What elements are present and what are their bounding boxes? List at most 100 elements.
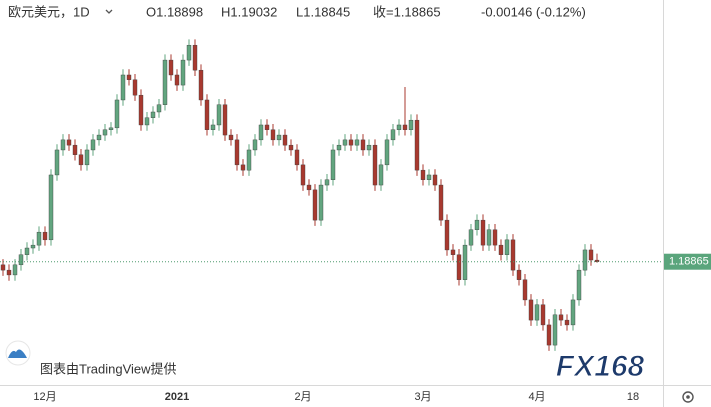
candle-body: [42, 231, 48, 241]
candle-body: [144, 117, 150, 126]
candle-body: [138, 94, 144, 126]
candle-body: [576, 269, 582, 301]
candle-body: [534, 304, 540, 321]
candle-body: [414, 119, 420, 171]
candle-body: [0, 264, 6, 271]
logo-cloud: [8, 349, 27, 358]
candle-body: [246, 149, 252, 171]
candle-body: [486, 229, 492, 246]
candle-body: [222, 104, 228, 136]
candle-body: [120, 74, 126, 101]
candle-body: [330, 149, 336, 180]
candle-body: [372, 144, 378, 186]
candle-body: [36, 231, 42, 246]
candle-body: [240, 164, 246, 171]
candle-body: [318, 184, 324, 221]
candle-body: [456, 254, 462, 280]
candle-body: [132, 79, 138, 96]
candle-body: [498, 244, 504, 255]
candle-body: [438, 184, 444, 221]
candle-body: [294, 149, 300, 166]
candle-body: [468, 229, 474, 246]
candle-body: [198, 69, 204, 101]
settings-button[interactable]: [682, 391, 694, 403]
candle-body: [90, 139, 96, 151]
candle-body: [552, 314, 558, 346]
header: 欧元美元，1D O1.18898 H1.19032 L1.18845 收=1.1…: [8, 4, 586, 19]
candle-body: [234, 139, 240, 166]
change-label: -0.00146 (-0.12%): [481, 4, 586, 19]
candle-body: [102, 129, 108, 136]
candle-body: [324, 179, 330, 186]
x-tick-label: 2月: [294, 391, 311, 403]
candle-body: [96, 134, 102, 141]
tradingview-logo[interactable]: [5, 340, 31, 366]
candle-body: [150, 111, 156, 118]
last-price-box: [664, 253, 711, 270]
candle-body: [480, 219, 486, 246]
candle-body: [180, 59, 186, 86]
candle-body: [582, 249, 588, 271]
x-tick-label: 4月: [528, 391, 545, 403]
candle-body: [174, 74, 180, 86]
candle-body: [378, 164, 384, 186]
watermark: FX168: [556, 350, 645, 383]
candle-body: [66, 139, 72, 146]
candle-body: [558, 314, 564, 321]
candle-body: [300, 164, 306, 186]
candle-body: [390, 129, 396, 141]
candle-body: [402, 124, 408, 130]
candle-body: [72, 144, 78, 155]
candle-body: [18, 254, 24, 266]
candle-body: [510, 239, 516, 271]
candle-body: [162, 59, 168, 105]
gear-icon: [682, 391, 694, 403]
x-tick-label: 12月: [33, 391, 56, 403]
candle-body: [366, 144, 372, 151]
candle-body: [24, 247, 30, 255]
candle-body: [522, 279, 528, 301]
candle-body: [54, 149, 60, 176]
candle-body: [570, 299, 576, 326]
candle-body: [30, 244, 36, 249]
gear-center: [686, 395, 690, 399]
candle-body: [348, 139, 354, 146]
candle-body: [216, 104, 222, 126]
candle-body: [114, 99, 120, 129]
candle-body: [108, 127, 114, 130]
candle-body: [276, 134, 282, 141]
candles: [0, 39, 600, 351]
symbol: 欧元美元，1D: [8, 4, 90, 19]
candle-body: [342, 139, 348, 146]
candle-body: [156, 104, 162, 113]
candle-body: [528, 299, 534, 321]
attribution: 图表由TradingView提供: [40, 361, 177, 376]
candle-body: [6, 269, 12, 276]
candle-body: [588, 249, 594, 261]
symbol-dropdown[interactable]: [105, 9, 113, 14]
candle-body: [252, 139, 258, 151]
candle-body: [564, 319, 570, 326]
x-tick-label: 2021: [165, 391, 189, 403]
high-label: H1.19032: [221, 4, 277, 19]
candle-body: [306, 184, 312, 191]
candle-body: [12, 264, 18, 276]
candle-body: [492, 229, 498, 246]
candle-body: [426, 174, 432, 180]
last-price-label: 1.18865: [669, 256, 709, 268]
candle-body: [384, 139, 390, 166]
candle-body: [462, 244, 468, 280]
candle-body: [432, 174, 438, 186]
candle-body: [312, 189, 318, 221]
candle-body: [204, 99, 210, 130]
candle-body: [228, 134, 234, 141]
candle-body: [258, 124, 264, 141]
candle-body: [354, 139, 360, 146]
candle-body: [540, 304, 546, 326]
candle-body: [192, 44, 198, 71]
candle-body: [450, 249, 456, 255]
candle-body: [78, 154, 84, 166]
